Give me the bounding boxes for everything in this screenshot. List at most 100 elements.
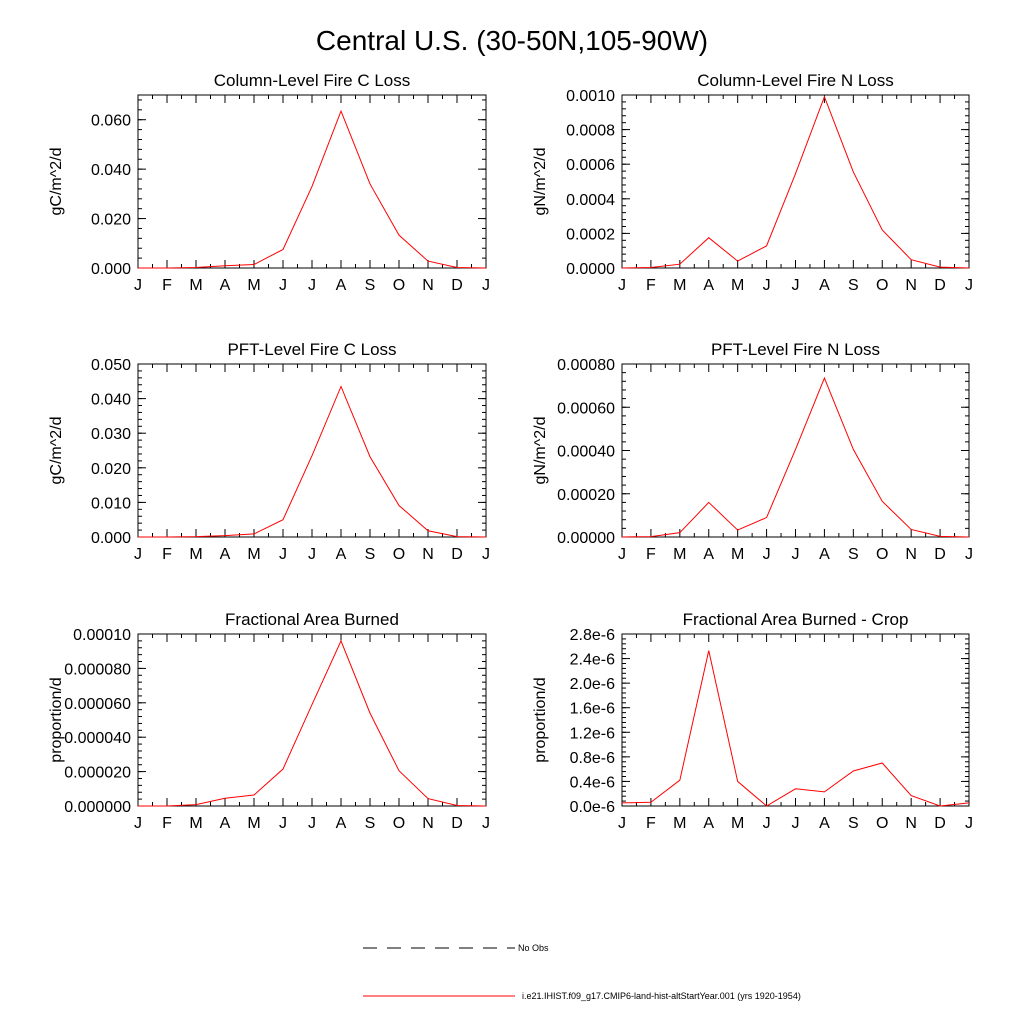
figure-title: Central U.S. (30-50N,105-90W) [316, 25, 708, 56]
x-tick-label: J [763, 815, 771, 832]
x-tick-label: S [365, 546, 376, 563]
x-tick-label: J [482, 277, 490, 294]
y-tick-label: 0.000080 [64, 661, 131, 678]
x-tick-label: A [703, 546, 714, 563]
x-tick-label: F [162, 815, 172, 832]
panel-title: PFT-Level Fire C Loss [227, 340, 396, 359]
x-tick-label: A [336, 277, 347, 294]
panel-title: Column-Level Fire N Loss [697, 71, 894, 90]
y-tick-label: 0.000000 [64, 799, 131, 816]
panel-title: Column-Level Fire C Loss [214, 71, 411, 90]
y-tick-label: 0.000020 [64, 765, 131, 782]
panel-title: Fractional Area Burned [225, 610, 399, 629]
x-tick-label: M [673, 546, 686, 563]
x-tick-label: S [848, 815, 859, 832]
x-tick-label: M [673, 815, 686, 832]
x-tick-label: D [451, 277, 463, 294]
x-tick-label: J [482, 815, 490, 832]
y-tick-label: 0.0006 [566, 157, 615, 174]
x-tick-label: S [365, 277, 376, 294]
y-tick-label: 0.030 [91, 426, 131, 443]
x-tick-label: A [819, 277, 830, 294]
x-tick-label: M [189, 546, 202, 563]
x-tick-label: M [731, 546, 744, 563]
y-axis-label: proportion/d [48, 677, 65, 762]
x-tick-label: D [451, 815, 463, 832]
y-tick-label: 0.0000 [566, 261, 615, 278]
x-tick-label: M [189, 277, 202, 294]
y-axis-label: gC/m^2/d [48, 148, 65, 216]
series-line [621, 95, 970, 269]
x-tick-label: D [451, 546, 463, 563]
y-tick-label: 0.0008 [566, 123, 615, 140]
y-tick-label: 0.00080 [557, 357, 615, 374]
y-tick-label: 0.00060 [557, 400, 615, 417]
x-tick-label: O [876, 815, 888, 832]
x-tick-label: A [819, 815, 830, 832]
x-tick-label: A [220, 277, 231, 294]
y-tick-label: 0.050 [91, 357, 131, 374]
x-tick-label: F [646, 815, 656, 832]
series-line [138, 109, 487, 269]
y-tick-label: 0.8e-6 [570, 750, 615, 767]
x-tick-label: N [905, 815, 917, 832]
y-tick-label: 0.010 [91, 495, 131, 512]
panel-fractional-area-burned-crop: Fractional Area Burned - Crop proportion/… [532, 610, 973, 832]
x-tick-label: O [393, 546, 405, 563]
x-tick-label: O [393, 277, 405, 294]
x-tick-label: J [134, 815, 142, 832]
legend: No Obs i.e21.IHIST.f09_g17.CMIP6-land-hi… [363, 943, 801, 1001]
y-tick-label: 0.00040 [557, 444, 615, 461]
y-tick-label: 1.2e-6 [570, 725, 615, 742]
series-line [138, 385, 487, 538]
x-tick-label: J [308, 546, 316, 563]
plot-frame [137, 94, 487, 269]
y-tick-label: 0.040 [91, 162, 131, 179]
x-tick-label: M [731, 277, 744, 294]
x-tick-label: J [965, 546, 973, 563]
y-tick-label: 2.0e-6 [570, 676, 615, 693]
y-tick-label: 0.00010 [73, 627, 131, 644]
panel-title: PFT-Level Fire N Loss [711, 340, 880, 359]
y-tick-label: 0.000 [91, 261, 131, 278]
x-tick-label: S [848, 546, 859, 563]
y-tick-label: 0.000060 [64, 696, 131, 713]
y-tick-label: 0.0010 [566, 88, 615, 105]
x-tick-label: J [618, 815, 626, 832]
plot-frame [621, 94, 970, 269]
x-tick-label: A [220, 815, 231, 832]
x-tick-label: M [673, 277, 686, 294]
x-tick-label: A [336, 815, 347, 832]
y-tick-label: 2.4e-6 [570, 652, 615, 669]
y-tick-label: 0.000 [91, 530, 131, 547]
x-tick-label: D [934, 546, 946, 563]
x-tick-label: M [247, 277, 260, 294]
x-tick-label: O [876, 546, 888, 563]
x-tick-label: F [162, 277, 172, 294]
x-tick-label: J [134, 277, 142, 294]
series-line [621, 650, 970, 807]
x-tick-label: N [422, 277, 434, 294]
y-tick-label: 0.00020 [557, 487, 615, 504]
x-tick-label: J [308, 815, 316, 832]
plot-frame [137, 363, 487, 538]
y-tick-label: 0.040 [91, 392, 131, 409]
x-tick-label: J [792, 815, 800, 832]
x-tick-label: A [336, 546, 347, 563]
y-tick-label: 0.020 [91, 461, 131, 478]
x-tick-label: D [934, 815, 946, 832]
y-axis-label: gC/m^2/d [48, 417, 65, 485]
legend-label-no-obs: No Obs [518, 943, 549, 953]
x-tick-label: S [365, 815, 376, 832]
x-tick-label: J [279, 815, 287, 832]
x-tick-label: M [247, 815, 260, 832]
x-tick-label: J [134, 546, 142, 563]
x-tick-label: J [763, 277, 771, 294]
